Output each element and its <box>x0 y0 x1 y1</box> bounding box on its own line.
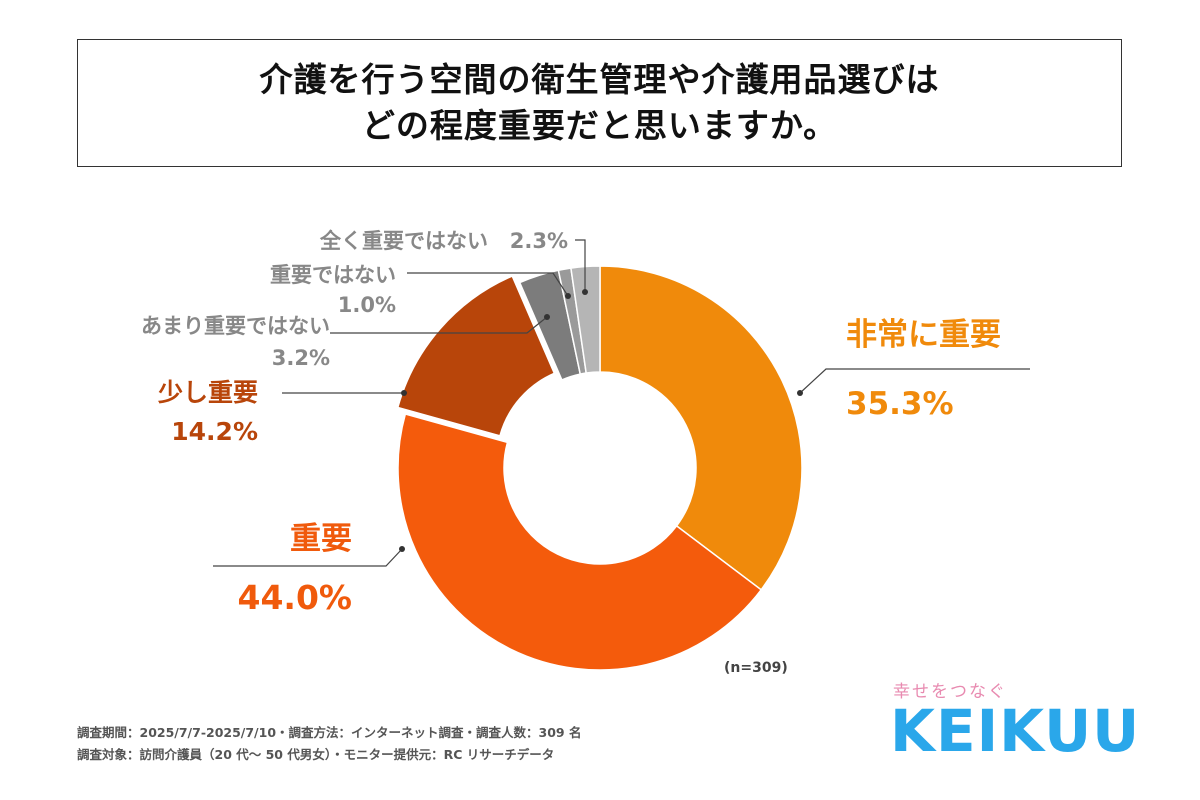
donut-slice <box>396 275 556 437</box>
survey-target-line: 調査対象：訪問介護員（20 代～ 50 代男女）・モニター提供元：RC リサーチ… <box>77 747 555 762</box>
slice-category-label: 少し重要 <box>157 378 258 407</box>
slice-value-label: 44.0% <box>238 578 353 617</box>
chart-title-line1: 介護を行う空間の衛生管理や介護用品選びは <box>259 60 940 99</box>
slice-value-label: 1.0% <box>338 293 396 317</box>
slice-value-label: 3.2% <box>272 346 330 370</box>
donut-slice <box>599 265 803 591</box>
survey-footer: 調査期間：2025/7/7-2025/7/10・調査方法：インターネット調査・調… <box>77 722 581 766</box>
slice-category-label: 非常に重要 <box>846 317 1001 353</box>
slice-value-label: 14.2% <box>171 417 258 446</box>
leader-line <box>799 368 1030 394</box>
survey-period-line: 調査期間：2025/7/7-2025/7/10・調査方法：インターネット調査・調… <box>77 725 582 740</box>
leader-line <box>213 548 403 567</box>
leader-dot <box>565 293 571 299</box>
brand-tagline: 幸せをつなぐ <box>893 682 1007 702</box>
slice-category-label: あまり重要ではない <box>141 314 330 338</box>
sample-size-label: (n=309) <box>724 660 788 676</box>
leader-dot <box>582 289 588 295</box>
leader-lines <box>213 239 1030 567</box>
leader-line <box>575 239 586 292</box>
leader-line <box>407 272 569 297</box>
leader-dot <box>544 314 550 320</box>
chart-title-line2: どの程度重要だと思いますか。 <box>361 106 838 145</box>
leader-dot <box>399 546 405 552</box>
donut-slice <box>397 413 763 671</box>
slice-labels: 非常に重要 35.3% 重要 44.0% 少し重要 14.2% あまり重要ではない 3.2% 重… <box>141 229 1001 617</box>
title-box: 介護を行う空間の衛生管理や介護用品選びは どの程度重要だと思いますか。 <box>77 39 1122 167</box>
slice-category-label: 重要 <box>290 521 352 557</box>
leader-line <box>330 316 548 334</box>
donut-slices <box>396 265 803 671</box>
leader-dot <box>401 390 407 396</box>
slice-category-label: 重要ではない <box>270 263 396 287</box>
brand-logo: KEIKUU <box>890 697 1141 765</box>
donut-slice <box>570 265 601 374</box>
slice-value-label: 35.3% <box>846 386 954 422</box>
leader-dot <box>797 390 803 396</box>
slice-category-label: 全く重要ではない <box>319 229 488 253</box>
slice-value-label: 2.3% <box>510 229 568 253</box>
